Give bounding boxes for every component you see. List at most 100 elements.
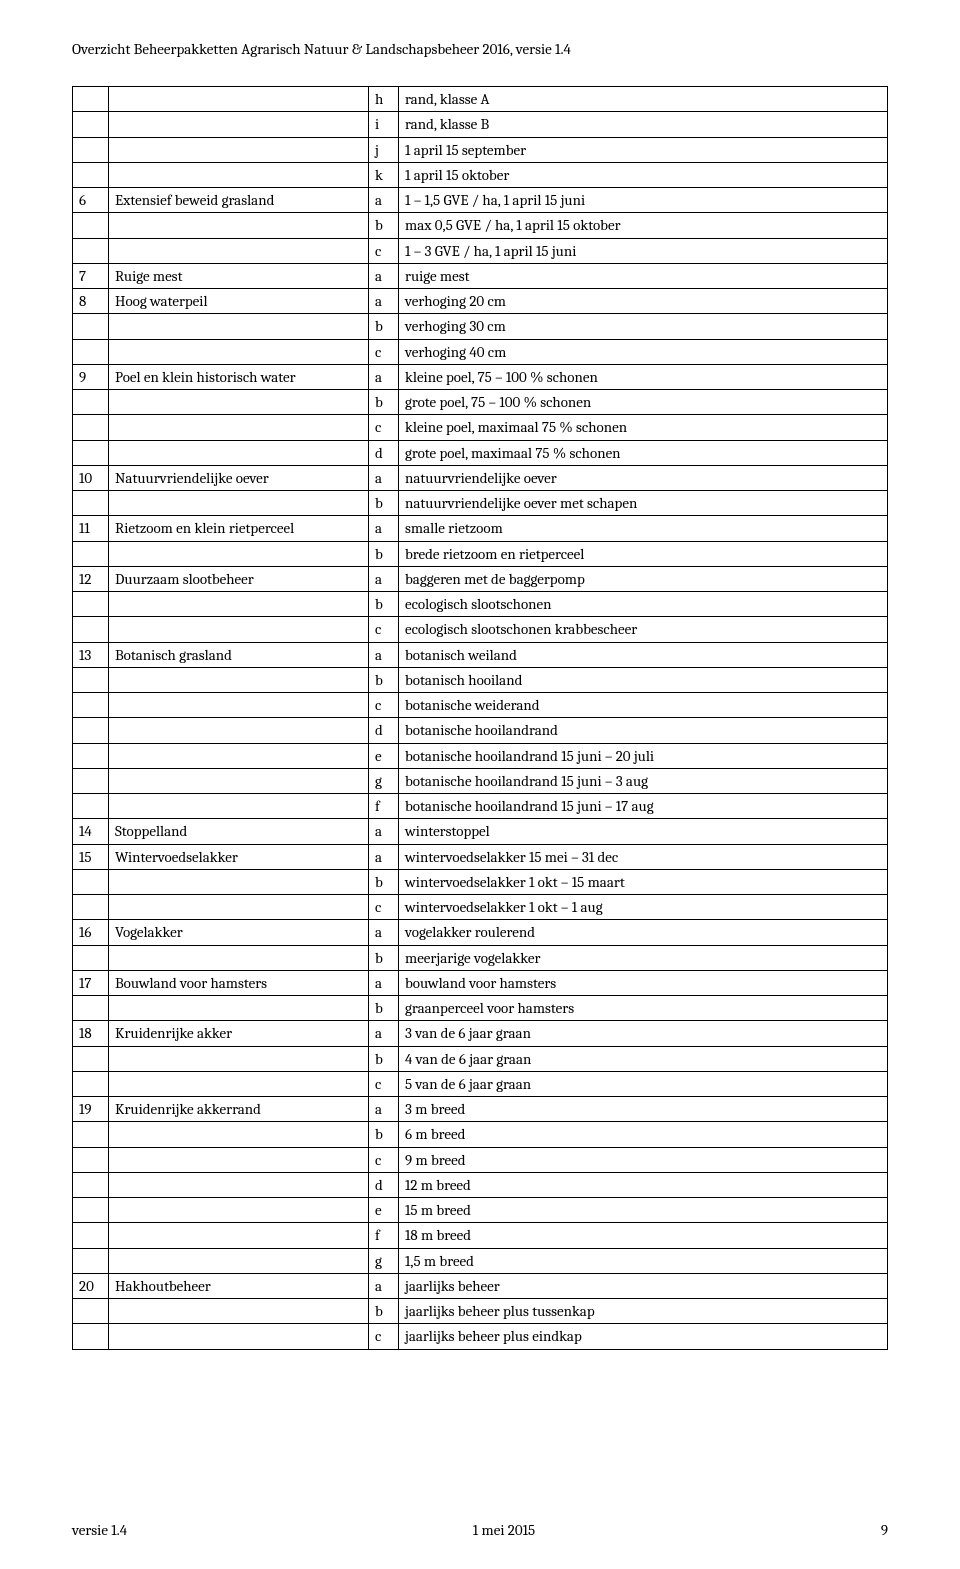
cell-description: natuurvriendelijke oever: [399, 465, 888, 490]
cell-number: [73, 112, 109, 137]
cell-description: 5 van de 6 jaar graan: [399, 1071, 888, 1096]
cell-description: meerjarige vogelakker: [399, 945, 888, 970]
cell-letter: e: [369, 1198, 399, 1223]
cell-category: Hakhoutbeheer: [109, 1273, 369, 1298]
table-row: hrand, klasse A: [73, 87, 888, 112]
cell-description: 15 m breed: [399, 1198, 888, 1223]
cell-description: verhoging 40 cm: [399, 339, 888, 364]
cell-category: Ruige mest: [109, 263, 369, 288]
cell-description: rand, klasse B: [399, 112, 888, 137]
cell-description: jaarlijks beheer plus eindkap: [399, 1324, 888, 1349]
cell-description: 1 – 3 GVE / ha, 1 april 15 juni: [399, 238, 888, 263]
cell-category: [109, 1299, 369, 1324]
table-row: 9Poel en klein historisch waterakleine p…: [73, 364, 888, 389]
cell-number: 10: [73, 465, 109, 490]
beheerpakketten-table: hrand, klasse Airand, klasse Bj1 april 1…: [72, 86, 888, 1350]
cell-letter: a: [369, 263, 399, 288]
cell-number: 17: [73, 970, 109, 995]
cell-letter: b: [369, 390, 399, 415]
cell-number: [73, 162, 109, 187]
cell-description: botanische hooilandrand 15 juni – 17 aug: [399, 794, 888, 819]
cell-category: [109, 87, 369, 112]
cell-category: [109, 1172, 369, 1197]
cell-number: [73, 87, 109, 112]
cell-number: 14: [73, 819, 109, 844]
cell-description: rand, klasse A: [399, 87, 888, 112]
cell-description: 1 april 15 oktober: [399, 162, 888, 187]
table-row: j1 april 15 september: [73, 137, 888, 162]
table-row: cverhoging 40 cm: [73, 339, 888, 364]
table-row: 11Rietzoom en klein rietperceelasmalle r…: [73, 516, 888, 541]
cell-category: [109, 945, 369, 970]
cell-number: 15: [73, 844, 109, 869]
cell-letter: c: [369, 1071, 399, 1096]
cell-category: [109, 162, 369, 187]
cell-category: [109, 869, 369, 894]
cell-number: [73, 869, 109, 894]
cell-number: [73, 491, 109, 516]
cell-description: wintervoedselakker 1 okt – 15 maart: [399, 869, 888, 894]
table-row: fbotanische hooilandrand 15 juni – 17 au…: [73, 794, 888, 819]
cell-description: grote poel, maximaal 75 % schonen: [399, 440, 888, 465]
cell-letter: c: [369, 339, 399, 364]
table-row: ckleine poel, maximaal 75 % schonen: [73, 415, 888, 440]
cell-letter: c: [369, 693, 399, 718]
table-row: k1 april 15 oktober: [73, 162, 888, 187]
cell-category: [109, 768, 369, 793]
cell-letter: a: [369, 1273, 399, 1298]
cell-category: [109, 390, 369, 415]
cell-letter: a: [369, 1097, 399, 1122]
cell-number: 8: [73, 289, 109, 314]
cell-description: botanische hooilandrand 15 juni – 3 aug: [399, 768, 888, 793]
cell-description: smalle rietzoom: [399, 516, 888, 541]
cell-category: [109, 718, 369, 743]
table-row: cbotanische weiderand: [73, 693, 888, 718]
table-row: ebotanische hooilandrand 15 juni – 20 ju…: [73, 743, 888, 768]
cell-letter: b: [369, 1122, 399, 1147]
cell-description: botanische hooilandrand: [399, 718, 888, 743]
cell-letter: g: [369, 768, 399, 793]
table-row: dbotanische hooilandrand: [73, 718, 888, 743]
table-row: 17Bouwland voor hamstersabouwland voor h…: [73, 970, 888, 995]
cell-category: [109, 743, 369, 768]
cell-number: [73, 238, 109, 263]
cell-category: [109, 213, 369, 238]
cell-description: bouwland voor hamsters: [399, 970, 888, 995]
table-row: f18 m breed: [73, 1223, 888, 1248]
cell-category: [109, 1198, 369, 1223]
cell-category: [109, 1147, 369, 1172]
cell-letter: d: [369, 1172, 399, 1197]
table-row: 18Kruidenrijke akkera3 van de 6 jaar gra…: [73, 1021, 888, 1046]
cell-description: wintervoedselakker 1 okt – 1 aug: [399, 895, 888, 920]
cell-letter: j: [369, 137, 399, 162]
cell-letter: f: [369, 794, 399, 819]
cell-description: botanische hooilandrand 15 juni – 20 jul…: [399, 743, 888, 768]
cell-number: [73, 1071, 109, 1096]
cell-number: [73, 1223, 109, 1248]
cell-category: Rietzoom en klein rietperceel: [109, 516, 369, 541]
cell-letter: c: [369, 415, 399, 440]
table-row: becologisch slootschonen: [73, 592, 888, 617]
cell-letter: a: [369, 364, 399, 389]
table-row: cecologisch slootschonen krabbescheer: [73, 617, 888, 642]
cell-number: [73, 541, 109, 566]
cell-number: 12: [73, 566, 109, 591]
cell-number: [73, 137, 109, 162]
cell-category: [109, 617, 369, 642]
cell-category: Botanisch grasland: [109, 642, 369, 667]
cell-number: [73, 693, 109, 718]
cell-category: [109, 1248, 369, 1273]
cell-category: Kruidenrijke akkerrand: [109, 1097, 369, 1122]
cell-description: botanisch weiland: [399, 642, 888, 667]
table-row: 13Botanisch graslandabotanisch weiland: [73, 642, 888, 667]
table-row: c1 – 3 GVE / ha, 1 april 15 juni: [73, 238, 888, 263]
cell-number: [73, 314, 109, 339]
cell-description: vogelakker roulerend: [399, 920, 888, 945]
cell-description: brede rietzoom en rietperceel: [399, 541, 888, 566]
cell-number: [73, 339, 109, 364]
cell-letter: c: [369, 1147, 399, 1172]
table-row: cwintervoedselakker 1 okt – 1 aug: [73, 895, 888, 920]
table-row: bmax 0,5 GVE / ha, 1 april 15 oktober: [73, 213, 888, 238]
table-row: bverhoging 30 cm: [73, 314, 888, 339]
cell-letter: a: [369, 465, 399, 490]
